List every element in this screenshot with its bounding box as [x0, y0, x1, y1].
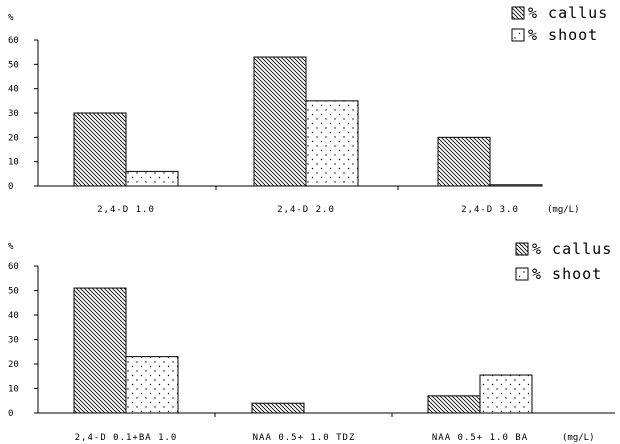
bar-group [73, 56, 543, 187]
legend-label-callus: % callus [532, 240, 612, 258]
bar-callus [427, 395, 481, 414]
y-tick-labels: 0 10 20 30 40 50 60 [8, 36, 19, 192]
y-tick-label: 30 [8, 336, 19, 346]
legend-label-callus: % callus [528, 4, 608, 22]
legend: % callus % shoot [515, 240, 612, 283]
y-tick-labels: 0 10 20 30 40 50 60 [8, 262, 19, 419]
bar-shoot [125, 170, 179, 187]
y-tick-label: 50 [8, 60, 19, 70]
bar-group [73, 287, 533, 414]
chart-panel-bottom: % 0 10 20 30 40 50 60 2,4-D 0.1+BA 1.0 NAA 0.5+… [8, 240, 615, 443]
x-category-label: 2,4-D 1.0 [97, 205, 155, 215]
y-tick-label: 20 [8, 360, 19, 370]
x-axis-unit-label: (mg/L) [547, 205, 580, 215]
legend-label-shoot: % shoot [528, 26, 598, 44]
category-labels: 2,4-D 1.0 2,4-D 2.0 2,4-D 3.0 [97, 205, 519, 215]
y-tick-label: 10 [8, 158, 19, 168]
y-tick-label: 50 [8, 287, 19, 297]
y-tick-label: 30 [8, 109, 19, 119]
axes [34, 39, 541, 190]
x-category-label: 2,4-D 2.0 [277, 205, 335, 215]
bar-callus [73, 112, 127, 187]
axes [34, 265, 615, 417]
bar-shoot [125, 356, 179, 414]
legend-swatch-callus [515, 242, 529, 256]
bar-callus [73, 287, 127, 414]
legend-label-shoot: % shoot [532, 265, 602, 283]
legend-swatch-shoot [511, 28, 525, 42]
y-tick-label: 60 [8, 262, 19, 272]
y-tick-label: 0 [8, 182, 13, 192]
y-tick-label: 20 [8, 133, 19, 143]
bar-callus [253, 56, 307, 187]
x-axis-unit-label: (mg/L) [562, 433, 595, 443]
y-tick-label: 40 [8, 311, 19, 321]
legend-swatch-callus [511, 6, 525, 20]
x-category-label: NAA 0.5+ 1.0 BA [432, 433, 528, 443]
y-tick-label: 10 [8, 385, 19, 395]
y-axis-unit-label: % [8, 242, 14, 252]
x-category-label: 2,4-D 3.0 [461, 205, 519, 215]
legend-swatch-shoot [515, 267, 529, 281]
x-category-label: 2,4-D 0.1+BA 1.0 [75, 433, 178, 443]
bar-shoot [479, 374, 533, 414]
y-tick-label: 40 [8, 85, 19, 95]
x-category-label: NAA 0.5+ 1.0 TDZ [253, 433, 356, 443]
y-tick-label: 60 [8, 36, 19, 46]
y-axis-unit-label: % [8, 13, 14, 23]
y-tick-label: 0 [8, 409, 13, 419]
bar-callus [437, 136, 491, 187]
bar-shoot [305, 100, 359, 187]
category-labels: 2,4-D 0.1+BA 1.0 NAA 0.5+ 1.0 TDZ NAA 0.5+… [75, 433, 528, 443]
legend: % callus % shoot [511, 4, 608, 44]
bar-callus [251, 402, 305, 414]
